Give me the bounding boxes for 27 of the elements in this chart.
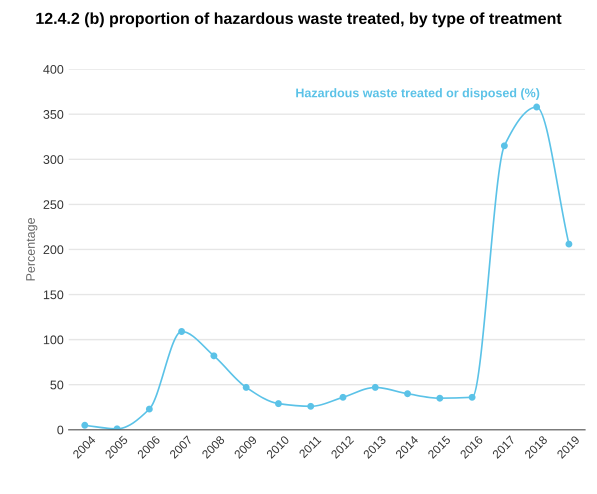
point (307, 402, 314, 410)
point (372, 384, 379, 391)
point (500, 142, 508, 150)
y-axis-title: Percentage (26, 218, 38, 280)
point (81, 422, 88, 429)
y-tick-label: 300 (43, 155, 64, 164)
y-tick-label: 150 (44, 290, 64, 300)
y-tick-label: 0 (57, 426, 64, 434)
point (242, 384, 250, 391)
chart-title: 12.4.2 (b) proportion of hazardous waste treated, by type of treatment (36, 12, 562, 28)
point (274, 400, 282, 408)
point (340, 394, 346, 401)
point (404, 390, 412, 398)
y-tick-label: 200 (44, 245, 64, 254)
y-tick-label: 400 (43, 64, 64, 74)
point (178, 328, 186, 335)
y-tick-label: 50 (50, 380, 64, 390)
point (210, 352, 218, 360)
point (565, 240, 572, 248)
point (533, 104, 540, 110)
point (146, 406, 153, 413)
y-tick-label: 250 (44, 200, 64, 210)
y-tick-label: 100 (44, 335, 64, 344)
point (468, 394, 476, 401)
y-tick-label: 350 (43, 110, 64, 119)
point (436, 394, 444, 402)
series-label: Hazardous waste treated or disposed (%) (296, 88, 540, 100)
